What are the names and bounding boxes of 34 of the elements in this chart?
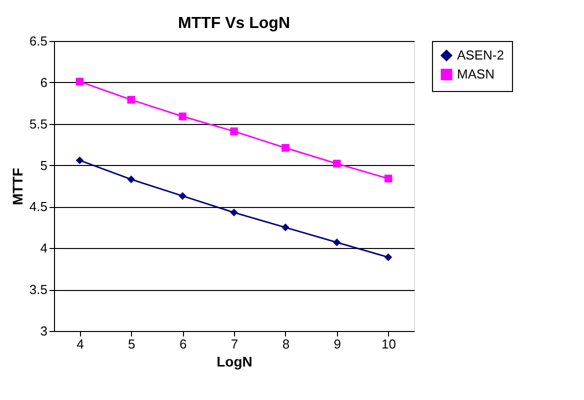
point bbox=[230, 208, 238, 216]
chart-title: MTTF Vs LogN bbox=[178, 15, 290, 32]
point bbox=[178, 112, 186, 120]
y-tick-label: 5 bbox=[40, 158, 48, 173]
point bbox=[127, 96, 136, 104]
point bbox=[384, 174, 392, 182]
point bbox=[76, 78, 84, 86]
x-axis-title: LogN bbox=[216, 354, 252, 370]
y-tick-label: 3.5 bbox=[29, 282, 48, 298]
point bbox=[282, 144, 290, 152]
x-tick-label: 4 bbox=[76, 336, 84, 352]
point bbox=[127, 176, 136, 184]
y-axis-title: MTTF bbox=[9, 167, 26, 206]
x-tick-label: 8 bbox=[282, 336, 290, 352]
point bbox=[178, 192, 186, 200]
x-tick-label: 6 bbox=[179, 336, 187, 352]
point bbox=[76, 156, 84, 164]
point bbox=[282, 224, 290, 232]
y-tick-label: 5.5 bbox=[29, 116, 48, 132]
x-tick-label: 9 bbox=[334, 336, 341, 352]
point bbox=[384, 253, 392, 262]
x-tick-label: 7 bbox=[230, 336, 238, 352]
y-tick-label: 4.5 bbox=[29, 199, 48, 214]
x-tick-label: 5 bbox=[128, 336, 136, 352]
point bbox=[230, 127, 238, 136]
y-tick-label: 4 bbox=[40, 240, 48, 256]
point bbox=[332, 160, 341, 168]
y-tick-label: 6.5 bbox=[29, 34, 48, 48]
legend-label: MASN bbox=[457, 66, 495, 82]
x-tick-label: 10 bbox=[382, 336, 396, 352]
point bbox=[332, 238, 341, 246]
y-tick-label: 6 bbox=[40, 74, 48, 90]
y-tick-label: 3 bbox=[40, 324, 48, 338]
legend-label: ASEN-2 bbox=[457, 48, 504, 62]
